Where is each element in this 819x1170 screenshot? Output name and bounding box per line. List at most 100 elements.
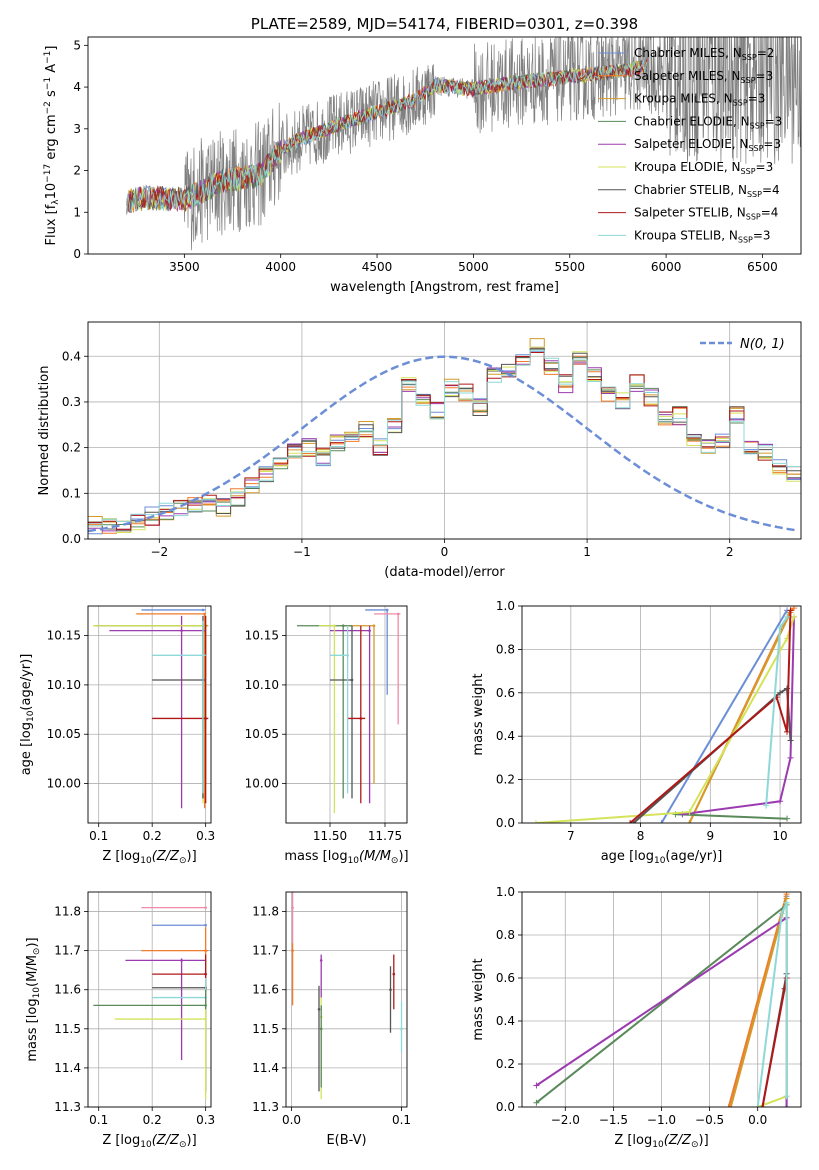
plot-area <box>533 892 790 1107</box>
series-marker <box>777 624 784 631</box>
legend-entry: Kroupa MILES, NSSP=3 <box>634 92 765 108</box>
data-point <box>291 906 294 909</box>
series-marker <box>754 1104 761 1107</box>
y-axis-label: mass [log10(M/M⊙)] <box>25 937 42 1061</box>
series-marker <box>686 809 693 816</box>
series-marker <box>787 737 794 744</box>
x-tick-label: 5000 <box>458 260 489 274</box>
x-axis-label: (data-model)/error <box>384 565 505 580</box>
data-point <box>400 1027 403 1031</box>
y-tick-label: 0.8 <box>496 928 515 942</box>
data-point <box>204 1017 207 1021</box>
x-axis-label: wavelength [Angstrom, rest frame] <box>330 280 559 295</box>
series-line-salpeter_miles <box>727 893 788 1107</box>
y-axis-label: Flux [fλ10−17 erg cm−2 s−1 A−1] <box>43 46 61 246</box>
data-point <box>385 608 389 612</box>
axes-frame <box>87 36 802 255</box>
y-axis-label: mass weight <box>471 958 486 1040</box>
data-point <box>319 1027 323 1031</box>
legend: Chabrier MILES, NSSP=2 Salpeter MILES, NS… <box>598 46 782 244</box>
y-tick-label: 0.0 <box>62 532 81 546</box>
x-tick-label: −1.0 <box>647 1113 676 1127</box>
y-tick-label: 11.5 <box>252 1022 279 1036</box>
y-tick-label: 11.7 <box>252 944 279 958</box>
x-tick-label: 4500 <box>362 260 393 274</box>
x-axis-label: E(B-V) <box>326 1133 366 1148</box>
data-point <box>204 923 207 927</box>
y-tick-label: 0.4 <box>62 349 81 363</box>
y-axis-label: mass weight <box>471 673 486 755</box>
data-point <box>180 959 183 962</box>
series-marker <box>533 1082 540 1089</box>
series-marker <box>759 1104 766 1107</box>
y-tick-label: 11.3 <box>252 1100 279 1114</box>
legend-entry: Kroupa STELIB, NSSP=3 <box>634 228 771 244</box>
y-tick-label: 1.0 <box>496 885 515 899</box>
panel-residuals: −2 −1 0 1 2 0.0 0.1 0.2 0.3 0.4 (data-model)/error… <box>37 321 802 580</box>
y-tick-label: 0.2 <box>62 441 81 455</box>
data-point <box>317 1007 321 1011</box>
y-tick-label: 10.15 <box>245 629 279 643</box>
y-tick-label: 3 <box>73 122 81 136</box>
x-tick-label: −2.0 <box>551 1113 580 1127</box>
panel-mass_vs_ebv: 0.0 0.1 11.3 11.4 11.5 11.6 11.7 11.8 E(B-V) <box>252 891 411 1148</box>
y-tick-label: 0.8 <box>496 642 515 656</box>
y-axis-label: age [log10(age/yr)] <box>19 654 36 776</box>
series-marker <box>784 613 791 620</box>
x-tick-label: 6500 <box>747 260 778 274</box>
y-tick-label: 0.4 <box>496 1014 515 1028</box>
x-tick-label: 7 <box>567 829 575 843</box>
plot-area <box>532 606 798 823</box>
x-tick-label: 5500 <box>554 260 585 274</box>
x-tick-label: 2 <box>726 545 734 559</box>
legend-entry: Chabrier MILES, NSSP=2 <box>634 46 774 62</box>
y-tick-label: 11.6 <box>252 983 279 997</box>
y-tick-label: 10.00 <box>47 777 81 791</box>
histogram-step-kroupa_stelib <box>88 349 801 527</box>
x-tick-label: −1.5 <box>599 1113 628 1127</box>
x-tick-label: 0.2 <box>143 829 162 843</box>
data-point <box>392 972 396 976</box>
series-marker <box>787 754 794 761</box>
data-point <box>319 959 323 962</box>
panel-age_vs_mass: 11.50 11.75 10.00 10.05 10.10 10.15 mass [log1… <box>245 605 409 866</box>
series-line-salpeter_stelib <box>629 610 792 823</box>
series-marker <box>725 1104 732 1107</box>
y-tick-label: 11.5 <box>54 1022 81 1036</box>
legend-entry: Salpeter STELIB, NSSP=4 <box>634 206 778 222</box>
plot-area <box>126 37 801 251</box>
y-tick-label: 4 <box>73 80 81 94</box>
legend-entry: Chabrier STELIB, NSSP=4 <box>634 183 780 199</box>
plot-area <box>297 608 401 814</box>
series-marker <box>784 815 791 822</box>
data-point <box>341 624 345 628</box>
series-line-kroupa_stelib <box>756 902 788 1107</box>
x-tick-label: 4000 <box>265 260 296 274</box>
data-point <box>201 654 205 657</box>
x-tick-label: 6000 <box>651 260 682 274</box>
axes-frame <box>521 891 802 1108</box>
panel-spectrum: 3500 4000 4500 5000 5500 6000 6500 0 1 2 3 4 5 PLATE=… <box>43 15 802 295</box>
model-line-kroupa_stelib <box>126 59 648 215</box>
data-point <box>204 972 207 976</box>
series-marker <box>783 899 790 906</box>
x-tick-label: 9 <box>707 829 715 843</box>
series-line-chabrier_miles <box>660 609 788 823</box>
y-tick-label: 0.6 <box>496 971 515 985</box>
y-tick-label: 0.4 <box>496 729 515 743</box>
x-tick-label: 0 <box>441 545 449 559</box>
y-tick-label: 0.2 <box>496 773 515 787</box>
axes-frame <box>285 891 408 1108</box>
y-tick-label: 11.4 <box>54 1061 81 1075</box>
plot-area <box>93 608 209 809</box>
y-tick-label: 11.4 <box>252 1061 279 1075</box>
series-line-salpeter_elodie <box>682 616 795 816</box>
series-marker <box>686 820 693 823</box>
data-point <box>359 717 363 720</box>
series-marker <box>532 820 539 823</box>
y-tick-label: 10.05 <box>47 727 81 741</box>
model-line-salpeter_stelib <box>126 59 648 215</box>
y-tick-label: 0.2 <box>496 1057 515 1071</box>
series-marker <box>727 1104 734 1107</box>
